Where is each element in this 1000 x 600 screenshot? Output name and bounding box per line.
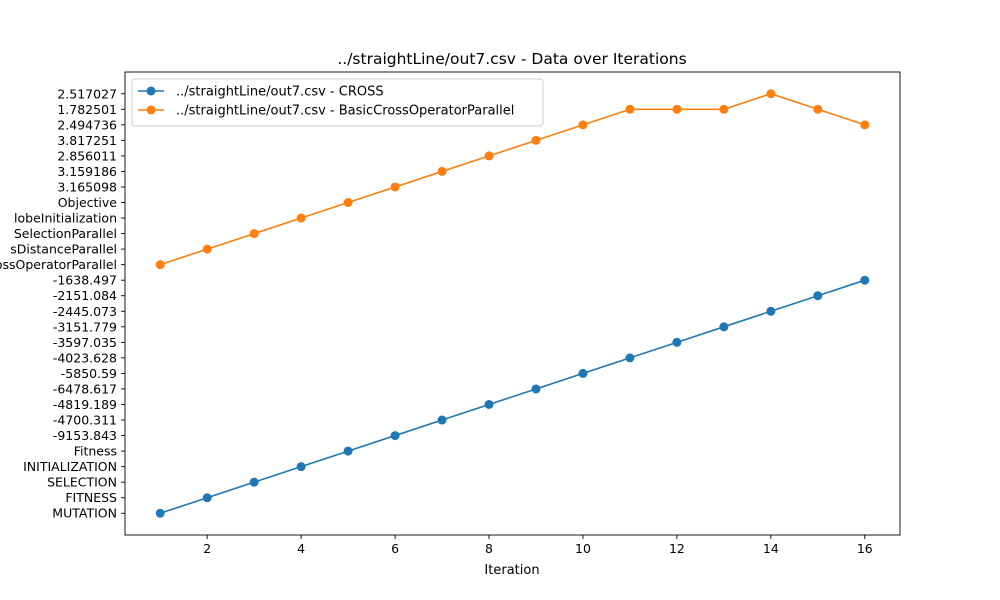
y-tick-label: sDistanceParallel	[10, 242, 117, 257]
data-point	[390, 431, 400, 441]
y-tick-label: -4819.189	[53, 397, 117, 412]
x-axis: 2 4 6 8 10 12 14 16	[203, 535, 873, 556]
series-layer	[155, 89, 870, 518]
data-point	[484, 399, 494, 409]
y-axis: MUTATIONFITNESSSELECTIONINITIALIZATIONFi…	[0, 86, 125, 521]
data-point	[390, 182, 400, 192]
y-tick-label: Objective	[58, 195, 118, 210]
y-tick-label: lobeInitialization	[14, 211, 117, 226]
legend-label: ../straightLine/out7.csv - CROSS	[176, 85, 384, 100]
y-tick-label: BasicCrossOperatorParallel	[0, 257, 117, 272]
legend: ../straightLine/out7.csv - CROSS ../strai…	[131, 78, 544, 127]
data-point	[860, 275, 870, 285]
data-point	[437, 166, 447, 176]
y-tick-label: -9153.843	[53, 428, 117, 443]
data-point	[296, 462, 306, 472]
y-tick-label: -4023.628	[53, 350, 117, 365]
y-tick-label: -5850.59	[61, 366, 117, 381]
plot-frame	[124, 71, 901, 536]
plot-background	[125, 72, 900, 535]
y-tick-label: INITIALIZATION	[23, 459, 117, 474]
plot-area	[124, 71, 901, 536]
data-point	[202, 244, 212, 254]
data-point	[813, 104, 823, 114]
data-point	[625, 353, 635, 363]
x-axis-label: Iteration	[484, 563, 539, 578]
data-point	[437, 415, 447, 425]
y-tick-label: Fitness	[74, 444, 117, 459]
x-tick-label: 10	[575, 541, 591, 556]
legend-box	[131, 78, 544, 127]
y-tick-label: -2151.084	[53, 288, 117, 303]
y-tick-label: 1.782501	[57, 102, 117, 117]
series-line-0	[159, 279, 866, 515]
data-point	[531, 384, 541, 394]
chart-title: ../straightLine/out7.csv - Data over Ite…	[337, 50, 686, 68]
x-tick-label: 6	[391, 541, 399, 556]
legend-label: ../straightLine/out7.csv - BasicCrossOpe…	[176, 104, 514, 119]
data-point	[813, 291, 823, 301]
x-tick-label: 16	[857, 541, 873, 556]
data-point	[719, 322, 729, 332]
y-tick-label: 3.165098	[57, 179, 117, 194]
y-tick-label: -2445.073	[53, 304, 117, 319]
x-tick-label: 8	[485, 541, 493, 556]
data-point	[766, 89, 776, 99]
data-point	[155, 260, 165, 270]
y-tick-label: 3.817251	[57, 133, 117, 148]
data-point	[578, 120, 588, 130]
x-tick-label: 14	[763, 541, 779, 556]
y-tick-label: -3597.035	[53, 335, 117, 350]
data-point	[155, 508, 165, 518]
x-tick-label: 4	[297, 541, 305, 556]
data-point	[484, 151, 494, 161]
data-point	[296, 213, 306, 223]
legend-marker	[146, 86, 156, 96]
y-tick-label: 2.494736	[57, 117, 117, 132]
x-tick-label: 12	[669, 541, 685, 556]
data-point	[343, 198, 353, 208]
y-tick-label: -6478.617	[53, 381, 117, 396]
y-tick-label: -4700.311	[53, 413, 117, 428]
y-tick-label: 2.517027	[57, 86, 117, 101]
data-point	[343, 446, 353, 456]
y-tick-label: SelectionParallel	[14, 226, 117, 241]
y-tick-label: -3151.779	[53, 319, 117, 334]
data-point	[860, 120, 870, 130]
data-point	[672, 104, 682, 114]
data-point	[672, 337, 682, 347]
y-tick-label: MUTATION	[52, 506, 117, 521]
y-tick-label: 3.159186	[57, 164, 117, 179]
data-point	[249, 477, 259, 487]
legend-marker	[146, 105, 156, 115]
series-line-1	[159, 92, 866, 266]
data-point	[625, 104, 635, 114]
y-tick-label: 2.856011	[57, 148, 117, 163]
y-tick-label: FITNESS	[65, 490, 117, 505]
data-point	[578, 368, 588, 378]
data-point	[719, 104, 729, 114]
data-point	[531, 135, 541, 145]
x-tick-label: 2	[203, 541, 211, 556]
data-point	[202, 493, 212, 503]
data-point	[249, 229, 259, 239]
y-tick-label: -1638.497	[53, 273, 117, 288]
data-point	[766, 306, 776, 316]
y-tick-label: SELECTION	[47, 475, 117, 490]
